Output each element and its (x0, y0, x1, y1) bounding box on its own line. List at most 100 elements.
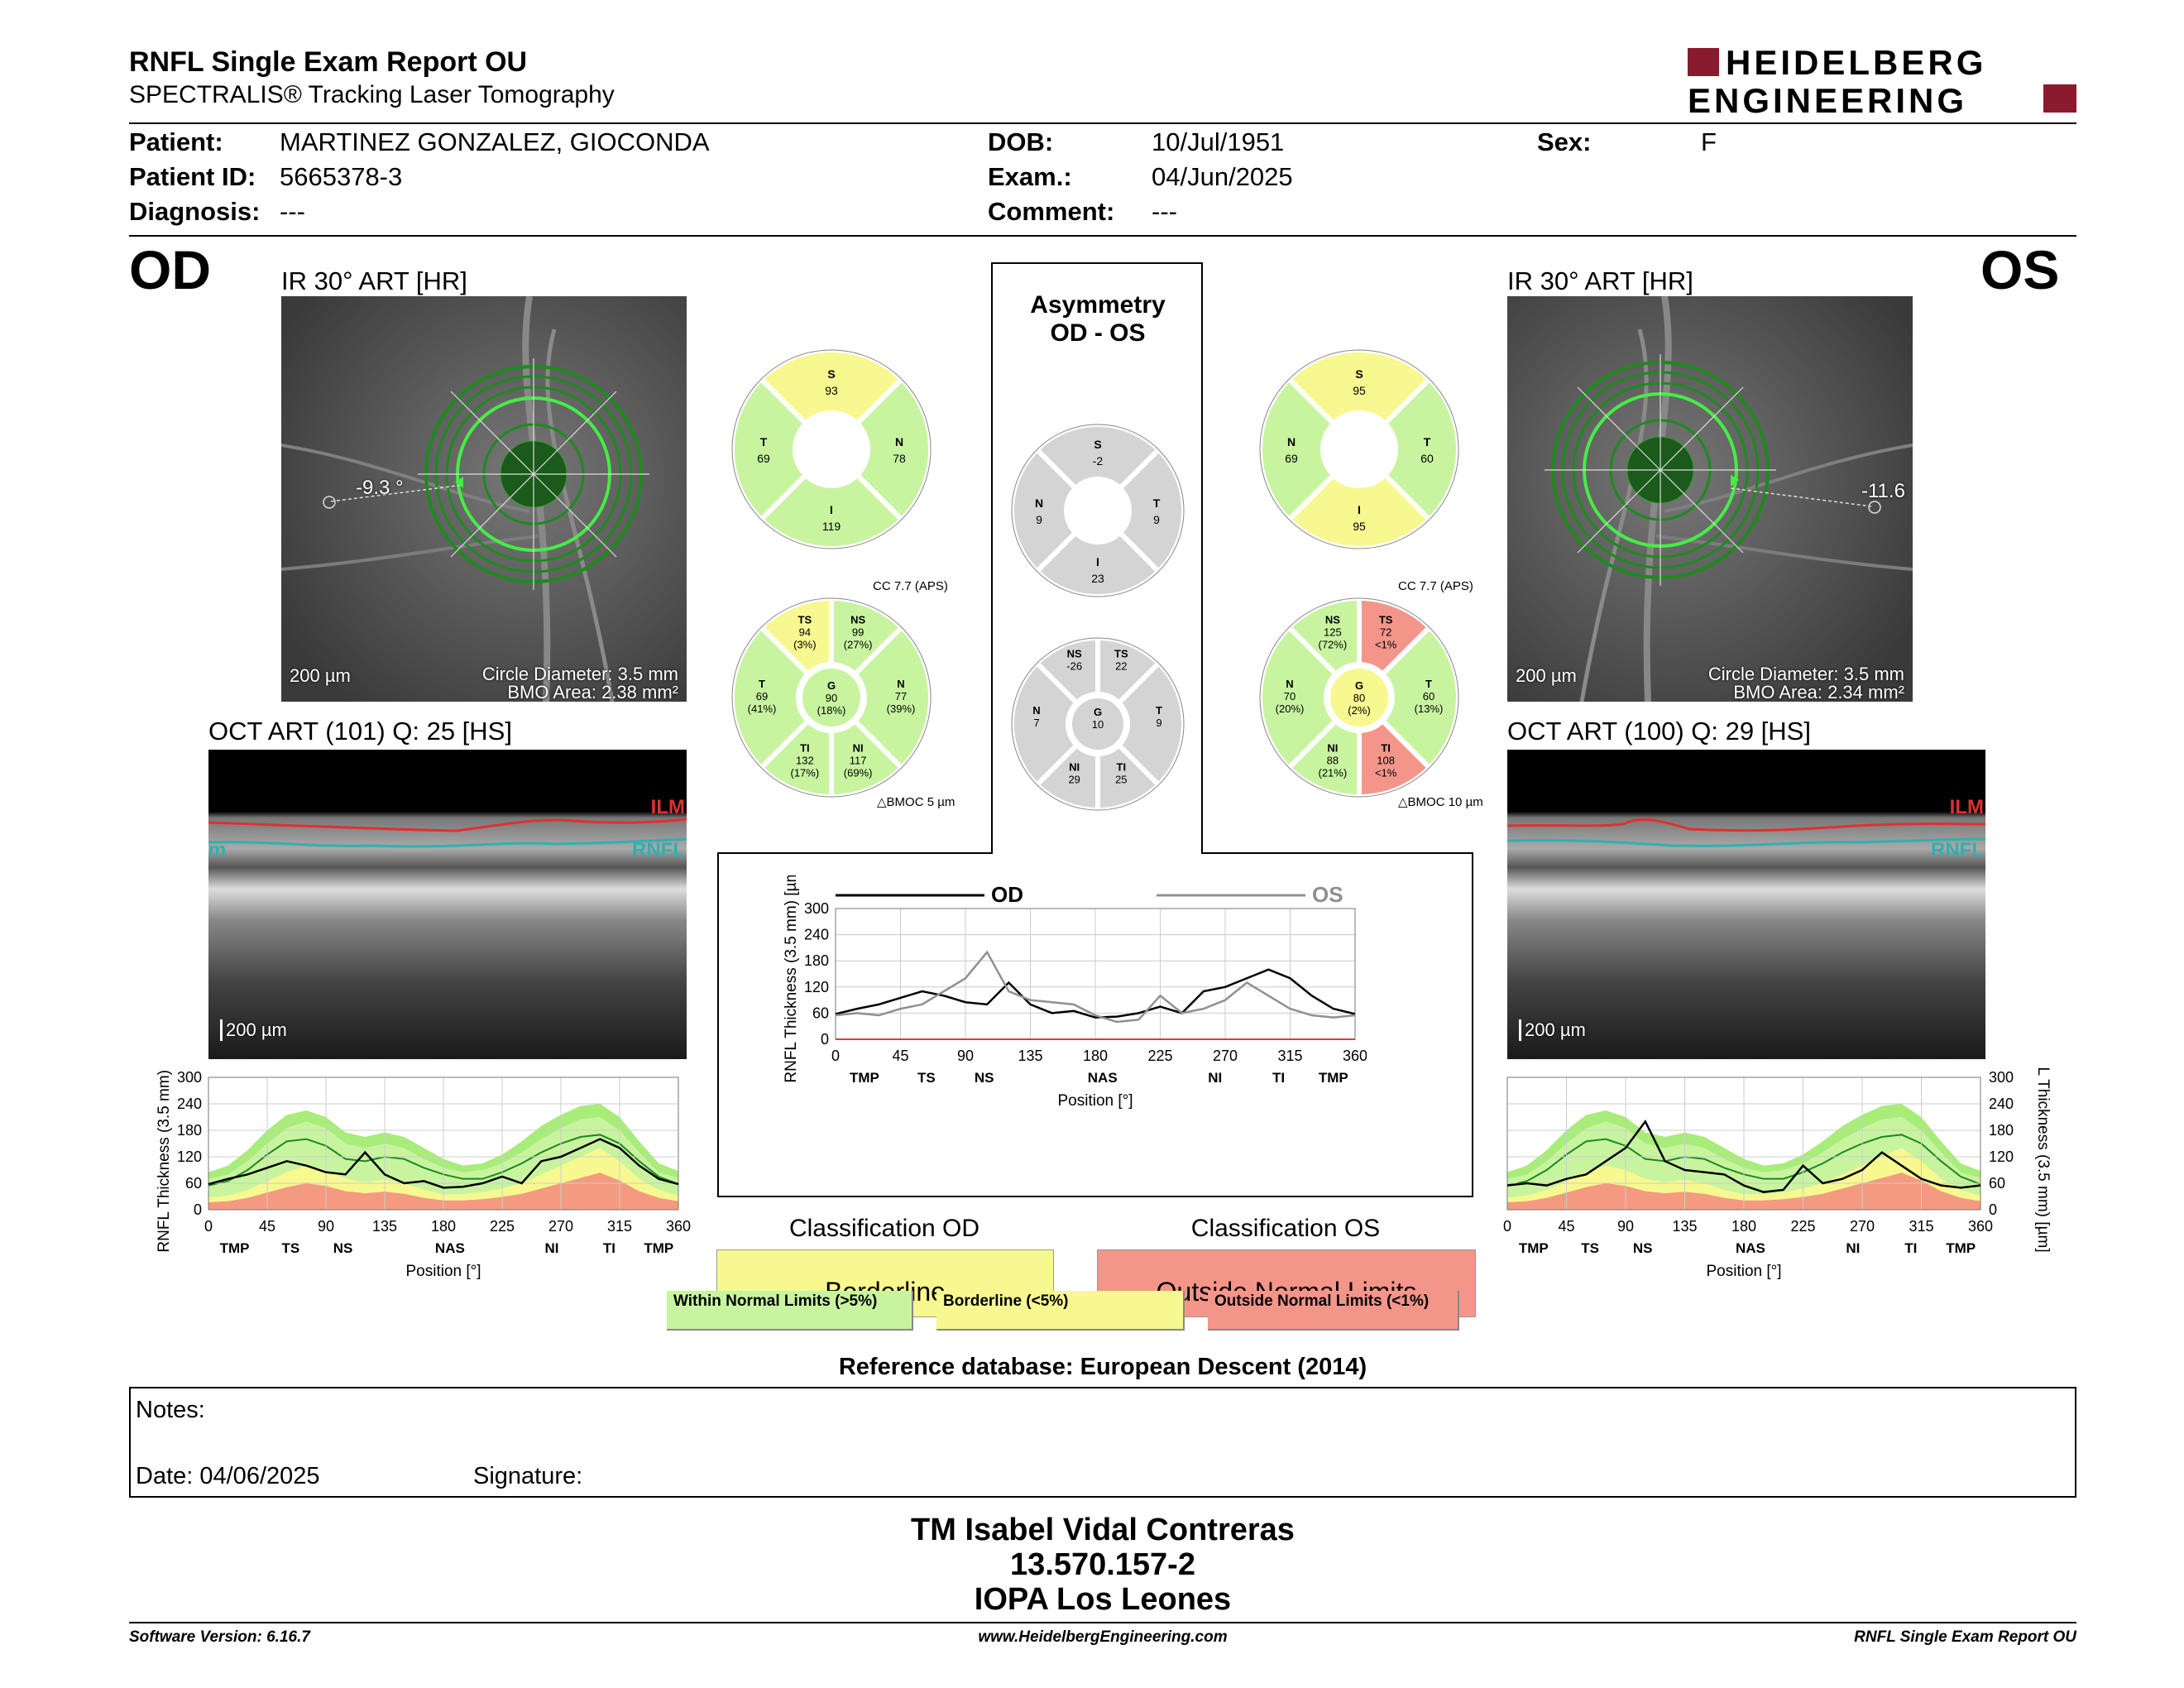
od-oct-bscan: ILM RNFL m 200 µm (208, 750, 687, 1059)
logo-line1: HEIDELBERG (1726, 43, 1986, 82)
sector-axis-label: NI (1846, 1240, 1860, 1256)
website: www.HeidelbergEngineering.com (978, 1628, 1228, 1646)
quadrant-value-T: 9 (1153, 513, 1160, 526)
os-bmo-area: BMO Area: 2.34 mm² (1733, 682, 1904, 702)
sector-axis-label: TI (603, 1240, 615, 1256)
y-tick-label: 0 (194, 1201, 202, 1218)
legend-borderline: Borderline (<5%) (936, 1291, 1185, 1331)
sector-pct-T: (13%) (1415, 703, 1444, 715)
software-version: Software Version: 6.16.7 (129, 1628, 310, 1646)
x-tick-label: 0 (831, 1048, 840, 1064)
sector-value-G: 90 (826, 692, 837, 704)
quadrant-label-S: S (827, 367, 835, 381)
sector-axis-label: TMP (850, 1070, 879, 1086)
dob-value: 10/Jul/1951 (1152, 127, 1285, 156)
sector-pct-T: (41%) (748, 703, 777, 715)
reference-database: Reference database: European Descent (20… (838, 1354, 1367, 1380)
sector-value-TS: 72 (1380, 626, 1391, 638)
os-ilm-label: ILM (1949, 796, 1984, 818)
y-tick-label: 0 (1989, 1201, 1997, 1218)
sector-pct-TS: <1% (1375, 638, 1397, 650)
od-cc-label: CC 7.7 (APS) (873, 579, 948, 593)
sector-label-N: N (1032, 704, 1040, 717)
report-title: RNFL Single Exam Report OU (129, 46, 528, 78)
os-quadrant-chart: S 95 N 69 T 60 I 95 (1257, 348, 1461, 551)
sector-value-NI: 117 (850, 755, 867, 767)
exam-value: 04/Jun/2025 (1152, 162, 1293, 191)
sector-label-TS: TS (798, 613, 812, 626)
sector-pct-NI: (21%) (1319, 767, 1348, 779)
classification-od-title: Classification OD (788, 1215, 980, 1242)
y-tick-label: 60 (1989, 1175, 2005, 1192)
od-sector-chart: TS94(3%)NS99(27%)T69(41%)N77(39%)TI132(1… (730, 595, 933, 800)
x-axis-label: Position [°] (405, 1263, 481, 1280)
od-rnfl-label: RNFL (632, 839, 685, 861)
sector-axis-label: TS (282, 1240, 300, 1256)
y-tick-label: 60 (185, 1175, 202, 1192)
od-eye-label: OD (129, 239, 211, 300)
patient-id-value: 5665378-3 (280, 162, 403, 191)
sector-axis-label: NAS (1736, 1240, 1765, 1256)
od-bmoc-label: △BMOC 5 µm (877, 794, 955, 809)
x-tick-label: 360 (1343, 1048, 1367, 1064)
od-rnfl-cut-label: m (208, 839, 227, 861)
signer-org: IOPA Los Leones (974, 1582, 1232, 1617)
quadrant-outline (1011, 424, 1185, 597)
sector-axis-label: TMP (1946, 1240, 1976, 1256)
sector-outline (1011, 637, 1185, 811)
quadrant-value-N: 69 (1285, 452, 1298, 465)
plot-frame (1506, 1077, 1981, 1211)
sector-value-G: 10 (1092, 718, 1104, 731)
sector-label-T: T (759, 678, 765, 690)
quadrant-value-S: 95 (1353, 384, 1366, 397)
dob-label: DOB: (988, 127, 1054, 156)
x-tick-label: 225 (1147, 1048, 1172, 1064)
sector-axis-label: TMP (220, 1240, 250, 1256)
sector-axis-label: TS (1581, 1240, 1599, 1256)
sector-pct-N: (20%) (1276, 703, 1305, 715)
x-axis-label: Position [°] (1706, 1263, 1781, 1280)
sector-value-NS: 125 (1324, 626, 1342, 638)
sector-axis-label: NS (333, 1240, 353, 1256)
sector-outline (731, 597, 932, 798)
quadrant-label-T: T (1424, 435, 1431, 448)
sector-pct-N: (39%) (887, 703, 916, 715)
report-subtitle: SPECTRALIS® Tracking Laser Tomography (129, 81, 615, 108)
y-tick-label: 60 (812, 1005, 829, 1021)
sector-label-NI: NI (1327, 742, 1338, 755)
sector-G (801, 667, 862, 728)
sector-value-NS: -26 (1066, 660, 1082, 673)
sector-label-T: T (1425, 678, 1432, 690)
quadrant-outline (1259, 349, 1459, 549)
sector-label-TS: TS (1114, 648, 1128, 660)
quadrant-value-N: 78 (893, 452, 906, 465)
asymmetry-title-line2: OD - OS (1050, 319, 1146, 347)
sector-label-N: N (1286, 678, 1293, 690)
y-axis-label: RNFL Thickness (3.5 mm) [µm] (2034, 1067, 2052, 1253)
sex-value: F (1701, 127, 1717, 156)
sector-axis-label: TMP (1319, 1070, 1348, 1086)
quadrant-label-T: T (760, 435, 768, 448)
quadrant-label-I: I (830, 503, 833, 516)
quadrant-value-S: 93 (825, 384, 838, 397)
asymmetry-frame (717, 262, 1473, 1197)
x-tick-label: 315 (607, 1218, 632, 1235)
y-tick-label: 240 (804, 927, 829, 943)
quadrant-value-I: 119 (822, 520, 841, 533)
patient-id-label: Patient ID: (129, 162, 256, 191)
sector-G (1070, 697, 1125, 751)
sector-value-TS: 22 (1115, 660, 1127, 673)
y-tick-label: 300 (177, 1069, 202, 1086)
asymmetry-quadrant-chart: S -2 N 9 T 9 I 23 (1009, 422, 1186, 599)
sector-label-G: G (1094, 706, 1102, 718)
x-tick-label: 225 (1790, 1218, 1815, 1235)
sector-value-NI: 88 (1327, 755, 1339, 767)
sector-axis-label: TS (917, 1070, 936, 1086)
os-circle-diameter: Circle Diameter: 3.5 mm (1707, 664, 1904, 684)
sector-value-N: 7 (1033, 717, 1039, 729)
heidelberg-logo: HEIDELBERG ENGINEERING (1688, 43, 2076, 116)
y-tick-label: 240 (1989, 1096, 2014, 1112)
quadrant-label-T: T (1153, 496, 1161, 510)
x-tick-label: 135 (372, 1218, 397, 1235)
series-line-OS (1506, 1119, 1981, 1193)
